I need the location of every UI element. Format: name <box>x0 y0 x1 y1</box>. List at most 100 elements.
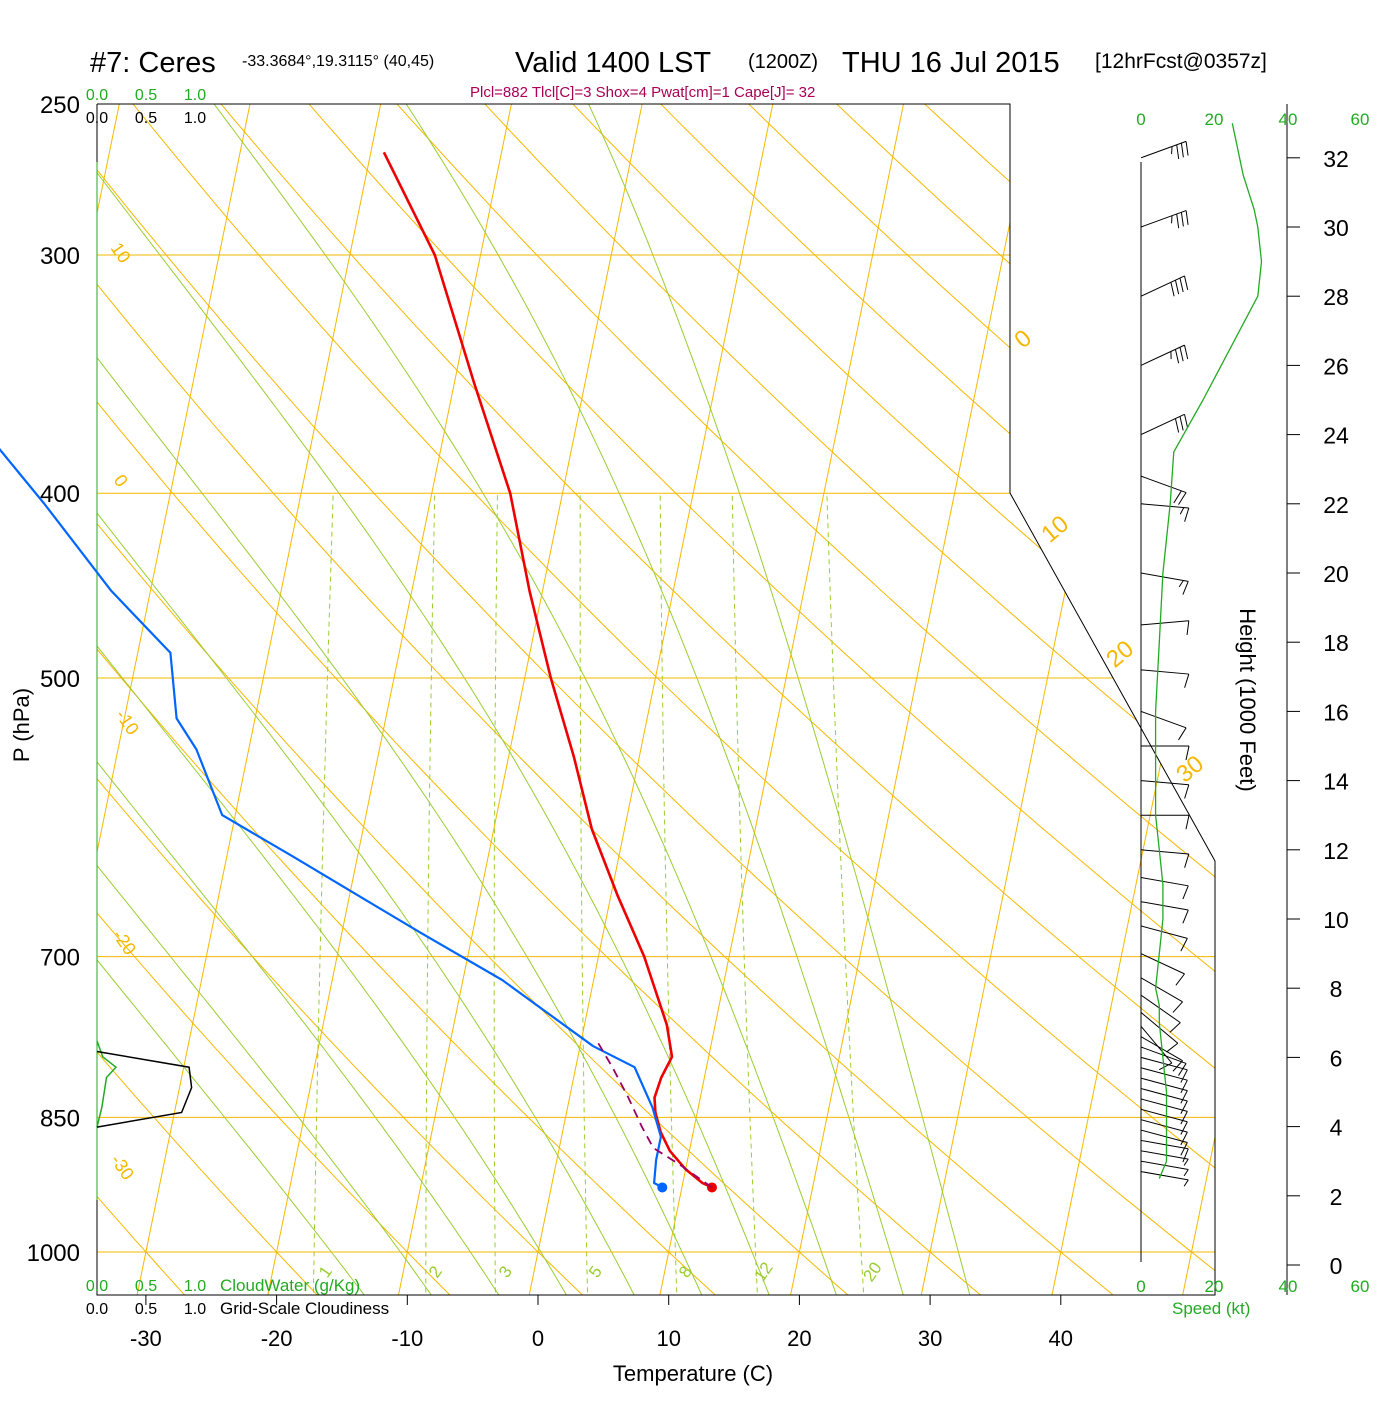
wind-barb-flag <box>1183 910 1188 923</box>
wind-barb-flag <box>1185 674 1189 688</box>
wind-barb <box>1141 902 1188 924</box>
wind-barb <box>1141 1172 1188 1187</box>
wind-barb <box>1141 850 1189 868</box>
dry-adiabat-line <box>0 70 889 1331</box>
dry-adiabat-line <box>193 70 1400 1331</box>
wind-barb <box>1141 995 1180 1032</box>
wind-barb-flag <box>1173 1002 1183 1013</box>
moist-adiabat-line <box>0 70 587 1331</box>
dry-adiabat-label: 10 <box>1036 510 1074 548</box>
wind-barb-flag <box>1183 581 1188 594</box>
wind-barb-staff <box>1141 995 1180 1023</box>
wind-barb-flag <box>1177 214 1179 228</box>
plot-frame <box>97 104 1287 1295</box>
isotherm-lines <box>0 70 1400 1331</box>
moist-adiabat-line <box>189 70 849 1331</box>
wind-barb-staff <box>1141 926 1187 938</box>
wind-barb-flag <box>1176 974 1185 985</box>
wind-barb-staff <box>1141 1109 1187 1121</box>
zulu-time: (1200Z) <box>748 51 818 73</box>
wind-barb-flag <box>1181 1091 1188 1104</box>
height-tick-label: 0 <box>1330 1253 1343 1279</box>
isotherm-line <box>914 70 1172 1331</box>
wind-barb-flag <box>1186 141 1188 155</box>
cloudiness-tick-label: 0.5 <box>135 1301 157 1318</box>
wind-barb-staff <box>1141 1099 1187 1111</box>
wind-barb <box>1141 711 1186 740</box>
temperature-axis-label: Temperature (C) <box>613 1361 773 1386</box>
wind-barb-flag <box>1186 815 1189 829</box>
wind-barb-flag <box>1178 728 1186 740</box>
height-tick-label: 32 <box>1323 146 1349 172</box>
speed-tick-label: 20 <box>1205 1277 1224 1296</box>
wind-barb-staff <box>1141 1078 1187 1090</box>
wind-barb-staff <box>1141 902 1188 910</box>
dry-adiabat-line <box>541 70 1400 1331</box>
wind-barb-flag <box>1181 1080 1188 1093</box>
wind-barb-flag <box>1180 347 1183 361</box>
wind-barb-flag <box>1166 1043 1177 1052</box>
mixing-ratio-label: 8 <box>675 1263 696 1282</box>
wind-barb-flag <box>1181 212 1183 226</box>
pressure-tick-label: 500 <box>40 666 80 693</box>
speed-tick-label: 40 <box>1279 1277 1298 1296</box>
wind-barb-staff <box>1141 211 1186 227</box>
height-tick-label: 18 <box>1323 630 1349 656</box>
isotherm-line <box>653 70 911 1331</box>
isotherm-line <box>391 70 649 1331</box>
speed-tick-label: 0 <box>1136 110 1145 129</box>
height-tick-label: 26 <box>1323 353 1349 379</box>
mixing-ratio-label: 2 <box>425 1263 446 1282</box>
height-tick-label: 10 <box>1323 907 1349 933</box>
wind-barb-staff <box>1141 1172 1188 1180</box>
moist-adiabat-lines <box>0 70 979 1331</box>
dry-adiabat-label: -30 <box>107 1151 138 1184</box>
wind-barb <box>1141 1026 1172 1069</box>
moist-adiabat-line <box>0 70 653 1331</box>
wind-barb-flag <box>1185 414 1188 428</box>
pressure-tick-label: 1000 <box>27 1240 80 1267</box>
cloud-water-tick-label: 0.0 <box>86 87 108 104</box>
height-tick-label: 22 <box>1323 492 1349 518</box>
wind-barb-staff <box>1141 476 1186 492</box>
wind-barb <box>1141 877 1188 899</box>
temperature-tick-label: 20 <box>787 1326 811 1351</box>
dry-adiabat-line <box>19 70 1292 1331</box>
wind-barb-flag <box>1185 345 1188 359</box>
station-title: #7: Ceres <box>90 47 216 79</box>
wind-barb-flag <box>1177 145 1179 159</box>
mixing-ratio-line <box>494 493 497 1292</box>
height-tick-label: 28 <box>1323 284 1349 310</box>
dry-adiabat-lines <box>0 70 1400 1331</box>
dry-adiabat-line <box>0 70 1023 1331</box>
dry-adiabat-line <box>628 70 1400 1331</box>
cloud-water-tick-label: 1.0 <box>184 87 206 104</box>
dry-adiabat-label: 0 <box>110 471 132 491</box>
cloudiness-tick-label: 1.0 <box>184 110 206 127</box>
wind-barb-flag <box>1185 276 1188 290</box>
wind-barb <box>1141 414 1188 434</box>
wind-barb-flag <box>1181 1122 1188 1135</box>
speed-tick-label: 40 <box>1279 110 1298 129</box>
moist-adiabat-line <box>384 70 914 1331</box>
wind-barb <box>1141 211 1188 229</box>
wind-barb-flag <box>1186 211 1188 225</box>
isotherm-line <box>130 70 388 1331</box>
temperature-tick-label: 10 <box>656 1326 680 1351</box>
wind-barb-staff <box>1141 670 1189 674</box>
wind-barb-flag <box>1185 508 1189 522</box>
wind-barb <box>1141 954 1185 986</box>
dry-adiabat-label: 0 <box>1009 325 1037 354</box>
wind-barb-flag <box>1184 1170 1188 1176</box>
wind-barb-flag <box>1181 1070 1188 1083</box>
height-tick-label: 8 <box>1330 976 1343 1002</box>
wind-barb-flag <box>1187 621 1189 635</box>
dry-adiabat-line <box>0 70 620 1331</box>
height-tick-label: 2 <box>1330 1184 1343 1210</box>
height-tick-label: 12 <box>1323 838 1349 864</box>
wind-barb-staff <box>1141 978 1183 1002</box>
dry-adiabat-line <box>801 70 1400 1331</box>
pressure-tick-label: 700 <box>40 945 80 972</box>
